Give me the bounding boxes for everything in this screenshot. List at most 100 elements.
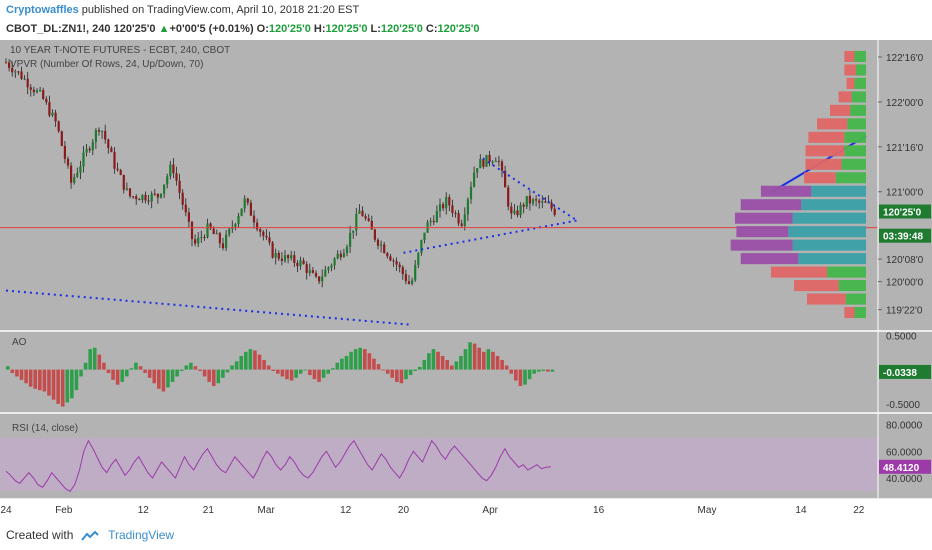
- candle-up: [423, 232, 426, 241]
- candle-up: [308, 270, 311, 273]
- ao-bar: [120, 369, 125, 382]
- ao-bar: [248, 349, 253, 370]
- vp-down-bar: [830, 104, 851, 116]
- candle-down: [256, 222, 259, 230]
- vp-up-bar: [827, 266, 866, 278]
- vp-down-bar: [740, 199, 802, 211]
- tradingview-logo-icon: [80, 530, 99, 541]
- ao-bar: [436, 351, 440, 370]
- ao-bar: [152, 369, 157, 384]
- ao-bar: [417, 366, 422, 370]
- candle-down: [20, 71, 23, 79]
- time-axis-label: May: [698, 505, 717, 516]
- symbol-label[interactable]: CBOT_DL:ZN1!, 240: [6, 23, 111, 35]
- ao-last-label: -0.0338: [883, 368, 917, 379]
- ao-bar: [518, 369, 523, 387]
- vp-up-bar: [854, 50, 866, 63]
- candle-down: [287, 255, 290, 259]
- candle-up: [463, 214, 466, 226]
- candle-up: [125, 188, 128, 190]
- ao-bar: [482, 351, 486, 370]
- ao-bar: [491, 351, 495, 370]
- candle-down: [45, 98, 48, 103]
- ao-bar: [253, 350, 257, 370]
- candle-down: [507, 187, 510, 207]
- author-link[interactable]: Cryptowaffles: [6, 4, 79, 16]
- ao-bar: [19, 369, 24, 380]
- candle-down: [457, 213, 460, 224]
- candle-up: [513, 210, 516, 214]
- candle-up: [321, 276, 324, 282]
- candle-up: [141, 194, 144, 201]
- ao-bar: [33, 369, 38, 389]
- ao-bar: [70, 369, 74, 399]
- candle-up: [228, 228, 231, 235]
- candle-up: [541, 201, 544, 203]
- price-axis-label: 121'16'0: [886, 143, 924, 154]
- candle-down: [448, 197, 451, 206]
- vp-up-bar: [801, 199, 866, 211]
- candle-down: [460, 223, 463, 226]
- vp-down-bar: [817, 118, 848, 130]
- candle-down: [194, 239, 197, 244]
- ao-bar: [523, 369, 527, 385]
- candle-down: [252, 215, 256, 223]
- time-axis-label: Feb: [55, 505, 73, 516]
- candle-up: [51, 112, 54, 116]
- candle-down: [187, 212, 190, 222]
- candle-down: [516, 210, 519, 216]
- ao-bar: [509, 369, 514, 374]
- vp-down-bar: [770, 266, 828, 278]
- tradingview-link[interactable]: TradingView: [108, 528, 175, 542]
- footer: Created with TradingView: [0, 520, 932, 550]
- candle-down: [26, 78, 29, 88]
- candle-up: [345, 246, 349, 254]
- chart-canvas[interactable]: 122'16'0 122'00'0 121'16'0 121'00'0 120'08'0…: [0, 40, 932, 520]
- candle-up: [330, 265, 333, 268]
- ao-bar: [225, 369, 230, 373]
- candle-down: [451, 205, 454, 213]
- candle-down: [497, 160, 500, 162]
- chart-area[interactable]: 122'16'0 122'00'0 121'16'0 121'00'0 120'08'0…: [0, 40, 932, 520]
- vp-down-bar: [846, 77, 855, 89]
- ao-bar: [271, 369, 276, 371]
- candle-down: [135, 196, 138, 200]
- candle-down: [454, 212, 457, 214]
- ao-bar: [92, 347, 97, 370]
- candle-down: [32, 89, 35, 93]
- candle-down: [339, 253, 342, 258]
- vp-up-bar: [854, 306, 866, 319]
- rsi-line: [5, 439, 551, 492]
- high-label: H:: [313, 23, 326, 35]
- ao-bar: [550, 369, 555, 372]
- ao-bar: [28, 369, 33, 387]
- ao-bar: [74, 369, 79, 391]
- candle-up: [243, 198, 246, 209]
- ao-last-tag: [879, 364, 931, 379]
- price-change: +0'00'5 (+0.01%): [169, 23, 254, 35]
- candle-down: [113, 152, 116, 169]
- ao-bar: [47, 369, 51, 396]
- ao-bar: [477, 347, 482, 370]
- close-label: C:: [425, 23, 438, 35]
- candle-up: [150, 193, 153, 202]
- candle-up: [420, 240, 423, 253]
- candle-up: [531, 199, 535, 204]
- price-axis-label: 121'00'0: [886, 188, 924, 199]
- ao-bar: [147, 369, 152, 378]
- rsi-axis-label: 60.0000: [886, 447, 923, 458]
- vp-up-bar: [792, 212, 866, 224]
- ao-bar: [353, 349, 358, 370]
- vp-up-bar: [838, 280, 866, 292]
- ao-bar: [285, 369, 289, 380]
- ao-bar: [193, 366, 198, 370]
- vp-up-bar: [847, 118, 866, 130]
- candle-up: [476, 168, 479, 173]
- ao-bar: [495, 355, 500, 370]
- vp-down-bar: [806, 293, 846, 305]
- ao-bar: [79, 369, 83, 377]
- ao-bar: [115, 369, 120, 385]
- volume-profile: [730, 50, 866, 319]
- vp-up-bar: [788, 226, 866, 238]
- ao-bar: [344, 355, 349, 370]
